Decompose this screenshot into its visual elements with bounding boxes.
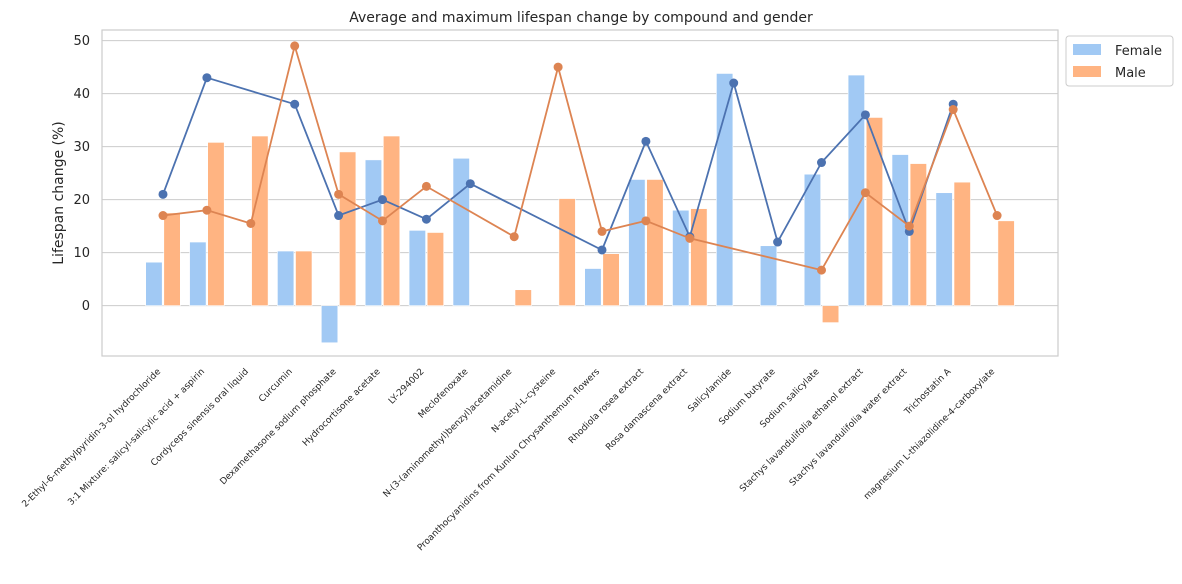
y-axis-label: Lifespan change (%) — [51, 121, 67, 265]
point-max-female — [641, 136, 651, 146]
point-max-female — [421, 214, 431, 224]
legend-label-male: Male — [1115, 66, 1146, 81]
bar-male — [997, 220, 1015, 306]
point-max-male — [509, 232, 519, 242]
point-max-male — [904, 221, 914, 231]
plot-frame — [101, 29, 1059, 357]
bar-female — [277, 250, 295, 306]
bar-female — [189, 241, 207, 306]
point-max-female — [860, 110, 870, 120]
point-max-female — [465, 179, 475, 189]
point-max-male — [860, 188, 870, 198]
point-max-female — [817, 158, 826, 168]
bars — [145, 73, 1015, 344]
y-tick-label: 20 — [73, 193, 90, 208]
legend-swatch-male — [1073, 66, 1101, 77]
legend-swatch-female — [1073, 44, 1101, 55]
line-max-female — [162, 76, 955, 252]
point-max-female — [334, 211, 344, 221]
point-max-male — [948, 105, 958, 115]
bar-female — [408, 230, 426, 306]
point-max-male — [817, 265, 826, 275]
point-max-male — [334, 189, 344, 199]
y-tick-label: 0 — [82, 299, 90, 314]
x-tick-label: LY-294002 — [387, 367, 426, 406]
x-tick-label: Curcumin — [257, 367, 295, 405]
point-max-male — [202, 205, 212, 215]
x-tick-label: Rhodiola rosea extract — [567, 367, 646, 446]
y-tick-label: 50 — [73, 34, 90, 49]
bar-male — [295, 250, 313, 306]
point-max-female — [773, 237, 783, 247]
x-tick-label: Cordyceps sinensis oral liquid — [149, 367, 251, 469]
legend: Female Male — [1065, 35, 1174, 87]
point-max-female — [597, 245, 607, 255]
bar-male — [163, 212, 181, 306]
bar-male — [207, 142, 225, 306]
bar-female — [320, 305, 339, 344]
bar-male — [602, 253, 620, 306]
point-max-female — [290, 99, 300, 109]
point-max-male — [685, 233, 695, 243]
bar-male — [514, 289, 532, 306]
bar-female — [584, 268, 602, 306]
bar-male — [339, 151, 357, 306]
chart-title: Average and maximum lifespan change by c… — [349, 10, 813, 26]
bar-female — [759, 245, 778, 306]
x-axis-ticks: 2-Ethyl-6-methylpyridin-3-ol hydrochlori… — [21, 366, 998, 553]
bar-male — [821, 305, 840, 323]
point-max-male — [158, 211, 168, 221]
point-max-female — [729, 78, 739, 88]
y-tick-label: 10 — [73, 246, 90, 261]
x-tick-label: Salicylamide — [686, 367, 734, 415]
bar-female — [716, 73, 734, 306]
bar-female — [672, 209, 690, 306]
bar-female — [145, 261, 163, 306]
point-max-female — [378, 195, 387, 205]
bar-male — [865, 117, 884, 306]
point-max-male — [597, 226, 607, 236]
bar-male — [690, 208, 708, 306]
point-max-male — [641, 216, 651, 226]
point-max-female — [202, 73, 212, 83]
y-tick-label: 40 — [73, 87, 90, 102]
point-max-male — [246, 218, 256, 228]
point-max-male — [290, 41, 300, 51]
y-axis-ticks: 0 10 20 30 40 50 — [73, 34, 90, 314]
x-tick-label: Hydrocortisone acetate — [301, 367, 383, 449]
bar-male — [646, 179, 664, 306]
bar-male — [558, 198, 576, 306]
bar-female — [935, 192, 953, 306]
bar-male — [953, 181, 971, 306]
legend-label-female: Female — [1115, 44, 1162, 59]
bar-male — [426, 232, 445, 306]
bar-female — [803, 173, 822, 306]
point-max-female — [158, 189, 168, 199]
x-tick-label: Rosa damascena extract — [604, 367, 690, 453]
bar-female — [364, 159, 383, 306]
bar-female — [452, 157, 470, 306]
point-max-male — [421, 181, 431, 191]
y-tick-label: 30 — [73, 140, 90, 155]
lines — [158, 41, 1002, 275]
point-max-male — [992, 211, 1002, 221]
bar-female — [628, 179, 646, 306]
point-max-male — [378, 216, 387, 226]
point-max-male — [553, 62, 563, 72]
